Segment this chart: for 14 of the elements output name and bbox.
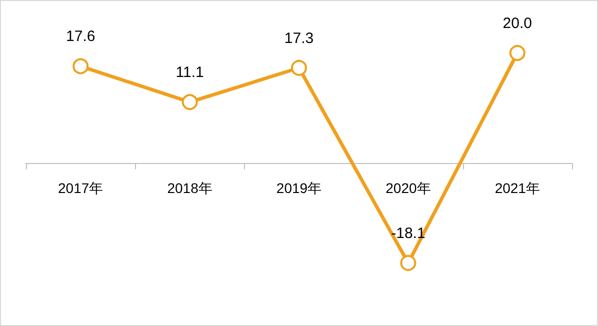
- x-tick-label: 2018年: [167, 180, 212, 196]
- x-tick-label: 2019年: [276, 180, 322, 196]
- point: [182, 94, 198, 110]
- point: [509, 45, 526, 61]
- data-label: 17.6: [66, 28, 96, 46]
- x-tick-label: 2020年: [386, 180, 431, 196]
- data-label: 20.0: [502, 15, 532, 32]
- point: [72, 58, 89, 74]
- x-tick-label: 2017年: [58, 180, 104, 196]
- x-tick-label: 2021年: [494, 180, 540, 196]
- data-label: 11.1: [176, 64, 204, 82]
- point: [291, 60, 307, 76]
- data-label: 17.3: [284, 30, 314, 47]
- point: [400, 255, 416, 271]
